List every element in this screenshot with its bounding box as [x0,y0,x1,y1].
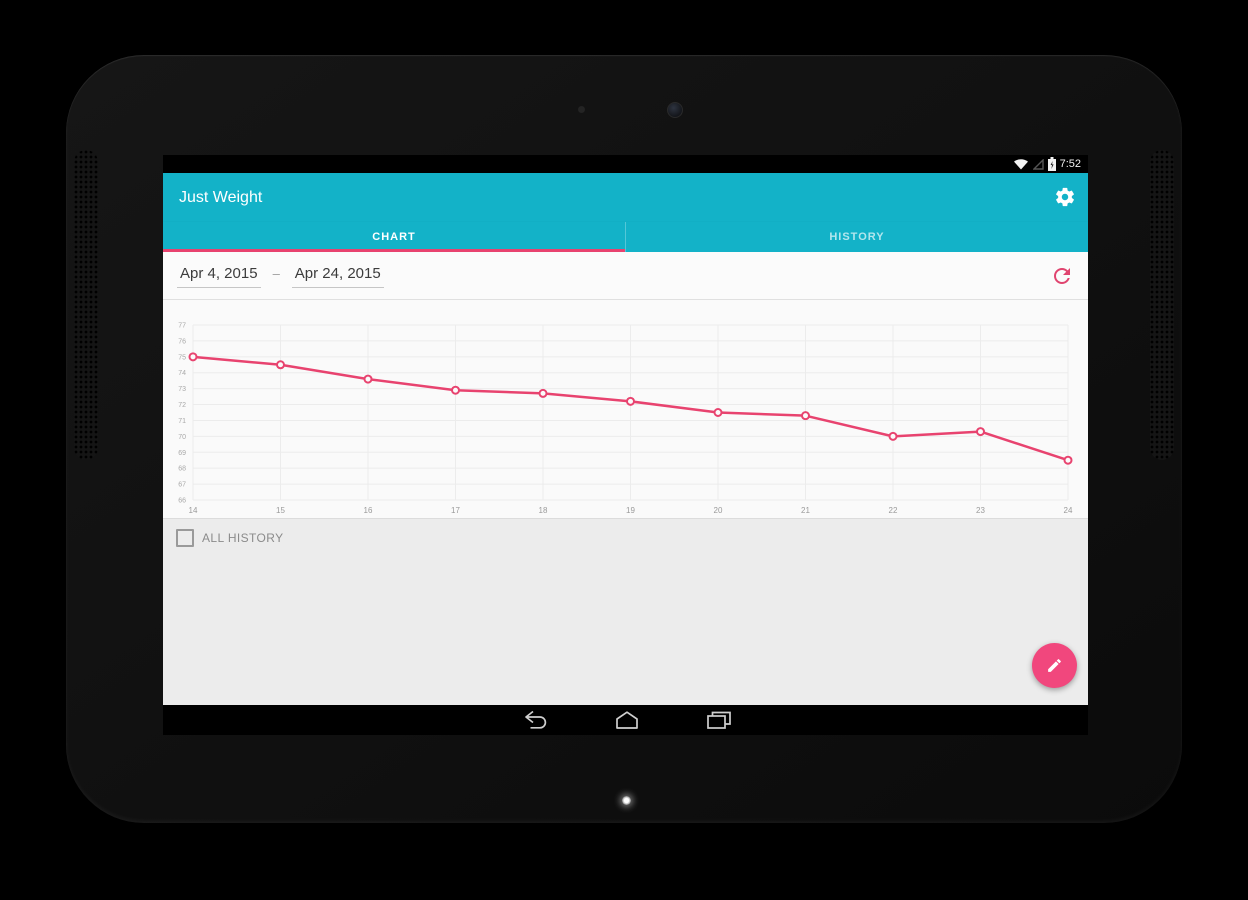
svg-text:18: 18 [539,506,548,515]
notification-led [622,796,631,805]
all-history-row: ALL HISTORY [176,529,284,547]
start-date-spinner[interactable]: Apr 4, 2015 [177,263,261,288]
svg-text:16: 16 [364,506,373,515]
light-sensor-dot [578,106,585,113]
svg-text:67: 67 [178,482,186,489]
refresh-icon [1054,267,1070,284]
tab-chart[interactable]: CHART [163,222,625,252]
tablet-frame: 7:52 Just Weight CHART HISTORY Apr 4, 20… [66,55,1182,823]
refresh-button[interactable] [1050,264,1074,288]
svg-text:14: 14 [189,506,198,515]
svg-text:17: 17 [451,506,460,515]
svg-text:72: 72 [178,402,186,409]
svg-text:75: 75 [178,354,186,361]
svg-text:20: 20 [714,506,723,515]
svg-text:24: 24 [1064,506,1073,515]
svg-text:70: 70 [178,434,186,441]
nav-back-button[interactable] [520,709,550,731]
left-speaker-grille [74,150,98,460]
svg-text:23: 23 [976,506,985,515]
svg-text:73: 73 [178,386,186,393]
nav-recents-button[interactable] [704,709,734,731]
svg-text:22: 22 [889,506,898,515]
tab-history[interactable]: HISTORY [625,222,1088,252]
battery-charging-icon [1047,157,1056,171]
svg-text:19: 19 [626,506,635,515]
svg-text:77: 77 [178,323,186,330]
end-date-spinner[interactable]: Apr 24, 2015 [291,263,384,288]
svg-text:21: 21 [801,506,810,515]
chart-panel: 66 67 68 69 70 71 72 73 74 75 76 77 14 15 16 17 18 19 20 21… [163,300,1088,519]
nav-home-button[interactable] [612,709,642,731]
signal-icon [1032,158,1044,170]
gear-icon [1056,187,1074,207]
all-history-label: ALL HISTORY [202,531,284,545]
status-bar: 7:52 [163,155,1088,173]
app-bar: Just Weight [163,173,1088,222]
settings-button[interactable] [1054,186,1076,208]
tab-bar: CHART HISTORY [163,222,1088,252]
home-icon [616,711,638,729]
content-area [163,519,1088,705]
svg-text:66: 66 [178,498,186,505]
back-icon [525,710,547,729]
clock: 7:52 [1059,158,1081,170]
weight-chart: 66 67 68 69 70 71 72 73 74 75 76 77 14 15 16 17 18 19 20 21… [178,323,1073,516]
right-speaker-grille [1150,150,1174,460]
svg-text:69: 69 [178,450,186,457]
recents-icon [707,711,731,729]
page-title: Just Weight [179,188,263,206]
all-history-checkbox[interactable] [176,529,194,547]
svg-text:76: 76 [178,338,186,345]
nav-bar [163,705,1088,735]
date-range-row: Apr 4, 2015 – Apr 24, 2015 [163,252,1088,300]
pencil-icon [1048,659,1061,672]
front-camera [667,102,683,118]
wifi-icon [1013,159,1028,170]
screen: 7:52 Just Weight CHART HISTORY Apr 4, 20… [163,155,1088,735]
add-weight-fab-button[interactable] [1032,643,1077,688]
svg-text:74: 74 [178,370,186,377]
svg-text:68: 68 [178,466,186,473]
date-range-separator: – [272,266,280,281]
svg-text:15: 15 [276,506,285,515]
svg-text:71: 71 [178,418,186,425]
